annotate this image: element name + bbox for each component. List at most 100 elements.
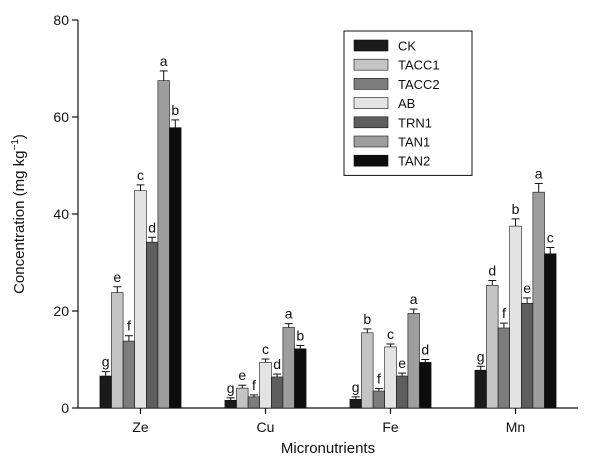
bar-ck-mn (474, 369, 487, 409)
bar-tan1-fe (407, 313, 420, 409)
x-axis-title: Micronutrients (281, 440, 375, 457)
significance-letter: d (273, 356, 281, 372)
x-tick-label: Cu (257, 419, 275, 435)
legend-item-ab: AB (353, 96, 415, 111)
bar-tan1-ze (157, 80, 170, 409)
legend-swatch (353, 39, 389, 52)
bar-tacc2-mn (497, 327, 511, 409)
y-tick-label: 40 (53, 206, 69, 222)
legend-swatch (353, 97, 389, 109)
bar-ab-ze (134, 190, 147, 409)
significance-letter: a (535, 165, 543, 181)
y-axis-title-superscript: −1 (10, 139, 21, 151)
legend-box (343, 30, 473, 176)
significance-letter: e (238, 367, 246, 383)
bar-tan2-fe (419, 362, 432, 409)
legend-swatch (353, 116, 389, 129)
bar-ck-cu (224, 399, 237, 409)
legend-swatch (353, 78, 389, 90)
legend-item-tan2: TAN2 (353, 154, 430, 169)
significance-letter: g (227, 380, 235, 396)
significance-letter: e (398, 355, 406, 371)
bar-tan1-mn (532, 191, 545, 409)
y-tick-label: 0 (61, 400, 69, 416)
bar-group-mn: g d f b e a c (474, 165, 557, 409)
legend-swatch (353, 135, 389, 148)
y-axis-title-end: ) (11, 134, 28, 139)
significance-letter: a (285, 306, 293, 322)
significance-letter: b (296, 327, 304, 343)
bar-group-ze: g e f c d a b (99, 53, 182, 409)
bar-tan2-ze (169, 127, 182, 409)
legend-label: CK (398, 39, 416, 54)
legend-item-tacc1: TACC1 (353, 58, 440, 73)
y-tick-label: 60 (53, 109, 69, 125)
bar-group-fe: g b f ce a d (349, 291, 432, 409)
legend-label: TRN1 (398, 115, 432, 130)
legend-swatch (353, 154, 389, 167)
significance-letter: b (512, 201, 520, 217)
x-tick-label: Mn (506, 419, 525, 435)
significance-letter: f (377, 371, 381, 387)
y-tick-label: 20 (53, 303, 69, 319)
bar-ab-fe (384, 346, 397, 409)
significance-letter: g (477, 348, 485, 364)
significance-letter: e (523, 280, 531, 296)
legend-item-tan1: TAN1 (353, 135, 430, 150)
significance-letter: a (160, 53, 168, 69)
bar-tan2-mn (544, 253, 557, 409)
x-axis-ticks: Ze Cu Fe Mn (132, 408, 525, 435)
legend-swatch (353, 58, 389, 71)
legend-item-trn1: TRN1 (353, 115, 432, 130)
bar-tacc1-ze (111, 292, 124, 409)
bar-tan1-cu (282, 327, 295, 409)
significance-letter: c (137, 167, 144, 183)
bar-tacc2-ze (122, 340, 135, 409)
significance-letter: a (410, 291, 418, 307)
significance-letter: d (488, 262, 496, 278)
bar-tacc1-fe (361, 332, 374, 409)
significance-letter: c (547, 229, 554, 245)
bar-ab-cu (259, 362, 272, 409)
y-axis-ticks: 0 20 40 60 80 (53, 12, 78, 416)
significance-letter: b (171, 102, 179, 118)
significance-letter: c (387, 326, 394, 342)
bar-ck-ze (99, 375, 112, 409)
significance-letter: g (352, 379, 360, 395)
significance-letter: c (262, 341, 269, 357)
bar-group-cu: gef cd ab (224, 306, 307, 409)
significance-letter: f (502, 305, 506, 321)
significance-letter: e (113, 269, 121, 285)
bar-tacc1-mn (486, 284, 499, 409)
bar-tacc2-fe (372, 390, 386, 409)
legend-item-tacc2: TACC2 (353, 77, 440, 92)
significance-letter: d (421, 342, 429, 358)
bar-tan2-cu (294, 348, 307, 409)
bar-ck-fe (349, 398, 362, 409)
y-axis-title-main: Concentration (mg kg (11, 151, 28, 294)
y-axis-title: Concentration (mg kg−1) (10, 134, 28, 294)
legend-label: TAN2 (398, 154, 430, 169)
legend-label: TAN1 (398, 135, 430, 150)
y-tick-label: 80 (53, 12, 69, 28)
x-tick-label: Ze (132, 419, 149, 435)
bar-ab-mn (509, 225, 522, 409)
x-tick-label: Fe (382, 419, 399, 435)
bar-trn1-mn (520, 302, 534, 409)
significance-letter: f (252, 377, 256, 393)
bar-trn1-fe (395, 375, 409, 409)
significance-letter: d (148, 219, 156, 235)
bar-trn1-ze (146, 241, 159, 409)
legend-item-ck: CK (353, 39, 416, 54)
significance-letter: f (127, 318, 131, 334)
legend-label: AB (398, 96, 415, 111)
legend-label: TACC2 (398, 77, 440, 92)
legend: CK TACC1 TACC2 AB TRN1 TAN1 TAN2 (343, 30, 473, 176)
legend-label: TACC1 (398, 58, 440, 73)
bar-tacc2-cu (247, 396, 261, 409)
bar-tacc1-cu (236, 387, 249, 409)
bar-trn1-cu (270, 376, 284, 409)
